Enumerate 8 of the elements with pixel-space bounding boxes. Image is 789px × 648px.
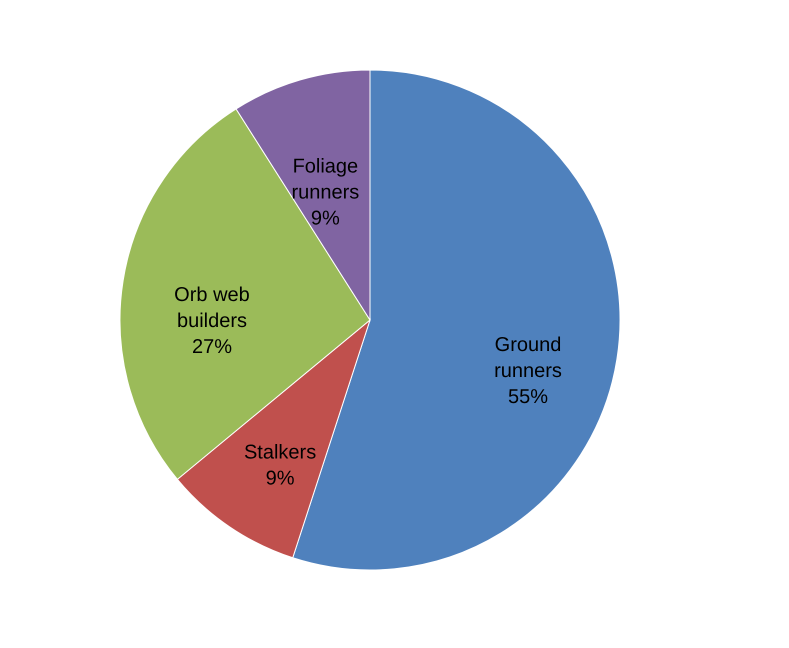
data-label: 9% [310,207,340,230]
data-label: 27% [192,336,232,358]
slice-label: Stalkers [244,441,316,464]
data-label: 55% [508,386,548,408]
slice-label: Ground runners [494,334,562,382]
slice-label: Foliage runners [291,155,360,204]
slice-label: Orb web builders [174,284,250,332]
data-label: 9% [266,467,295,490]
